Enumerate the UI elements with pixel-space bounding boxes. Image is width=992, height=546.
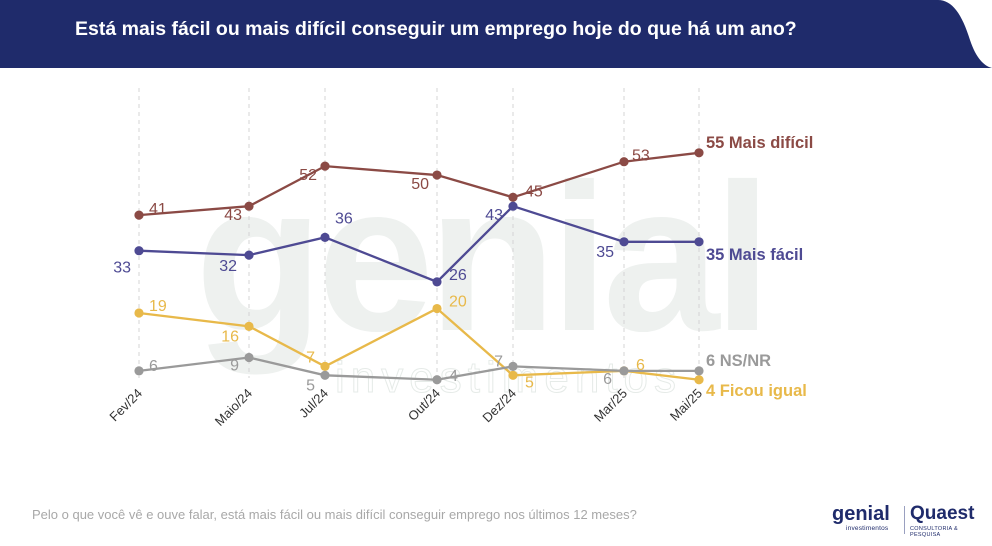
data-label: 32 (219, 258, 237, 275)
header-band (0, 0, 992, 68)
data-point (432, 277, 442, 287)
quaest-logo: Quaest (910, 503, 975, 524)
data-point (508, 201, 518, 211)
data-label: 53 (632, 148, 650, 165)
data-point (432, 375, 442, 385)
data-label: 5 (525, 374, 534, 391)
data-point (320, 232, 330, 242)
data-label: 16 (221, 328, 239, 345)
data-label: 4 (449, 368, 458, 385)
data-point (244, 321, 254, 331)
data-label: 45 (525, 183, 543, 200)
series-end-label: 35 Mais fácil (706, 246, 803, 264)
data-label: 36 (335, 210, 353, 227)
data-label: 52 (299, 167, 317, 184)
data-point (508, 361, 518, 371)
data-point (244, 352, 254, 363)
data-point (694, 366, 704, 376)
x-tick-label: Fev/24 (106, 386, 145, 425)
data-label: 50 (411, 176, 429, 193)
data-point (320, 370, 330, 380)
data-point (619, 366, 629, 376)
data-label: 43 (485, 207, 503, 224)
data-label: 41 (149, 201, 167, 218)
genial-logo: genial (832, 503, 890, 525)
data-point (134, 210, 144, 220)
data-point (320, 161, 330, 171)
data-label: 6 (603, 371, 612, 388)
data-point (694, 237, 704, 247)
data-label: 43 (224, 207, 242, 224)
series-end-label: 6 NS/NR (706, 352, 771, 370)
series-end-label: 4 Ficou igual (706, 382, 807, 400)
genial-logo-sub: investimentos (846, 525, 889, 532)
data-point (432, 170, 442, 180)
data-label: 9 (230, 358, 239, 375)
watermark-word: genial (195, 140, 766, 375)
series-end-label: 55 Mais difícil (706, 134, 813, 152)
chart-title: Está mais fácil ou mais difícil consegui… (75, 18, 797, 40)
data-point (432, 303, 442, 314)
data-point (244, 201, 254, 211)
data-point (134, 308, 144, 318)
series-group (134, 148, 704, 385)
data-label: 33 (113, 260, 131, 277)
x-tick-label: Maio/24 (212, 386, 255, 429)
data-point (320, 361, 330, 371)
data-point (134, 366, 144, 376)
data-label: 35 (596, 244, 614, 261)
data-point (694, 148, 704, 158)
data-label: 20 (449, 294, 467, 311)
logo-separator (904, 506, 905, 534)
data-label: 6 (149, 358, 158, 375)
data-label: 26 (449, 267, 467, 284)
data-point (244, 250, 254, 260)
logos: genial investimentos Quaest CONSULTORIA … (832, 503, 982, 539)
quaest-logo-sub: CONSULTORIA & PESQUISA (910, 526, 959, 538)
data-point (619, 237, 629, 247)
footnote: Pelo o que você vê e ouve falar, está ma… (32, 507, 637, 522)
data-point (694, 375, 704, 385)
data-label: 7 (306, 349, 315, 366)
data-point (508, 370, 518, 380)
data-label: 19 (149, 298, 167, 315)
watermark: genial investimentos (195, 140, 772, 403)
data-label: 6 (636, 357, 645, 374)
data-point (134, 246, 144, 256)
data-point (508, 192, 518, 202)
data-label: 5 (306, 377, 315, 394)
data-point (619, 157, 629, 167)
data-label: 7 (494, 353, 503, 370)
